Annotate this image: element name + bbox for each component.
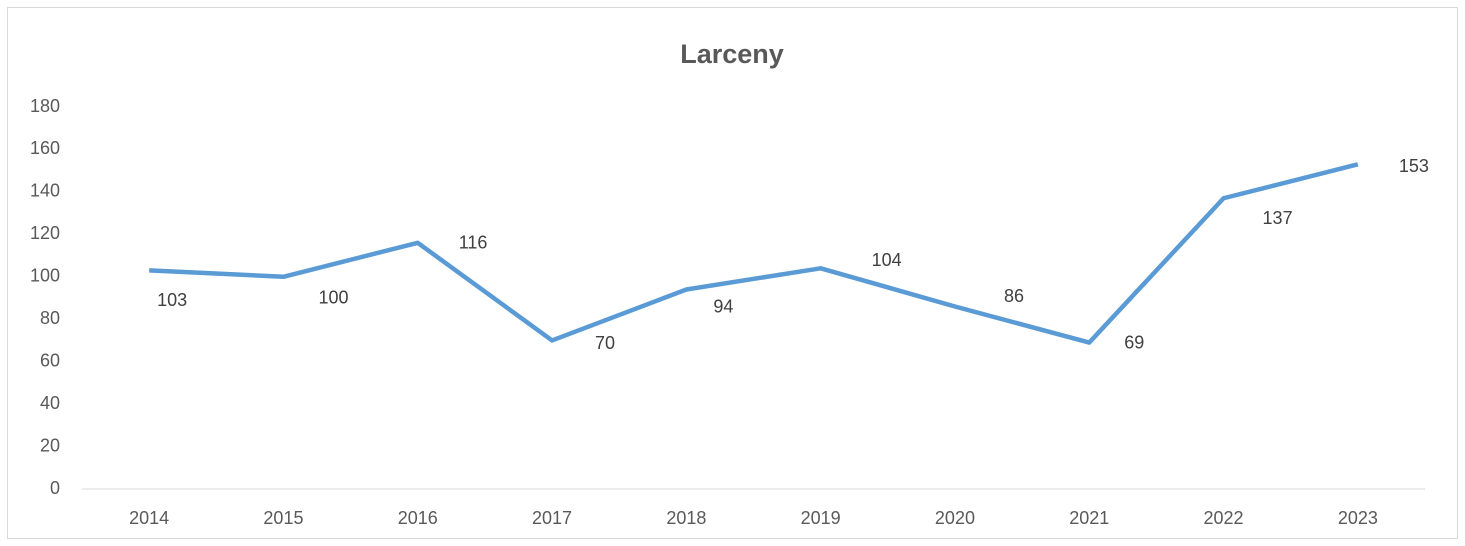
data-label: 116 bbox=[459, 233, 488, 253]
x-tick-label: 2022 bbox=[1204, 508, 1244, 528]
x-tick-label: 2016 bbox=[398, 508, 438, 528]
y-tick-label: 160 bbox=[30, 138, 60, 158]
data-label: 103 bbox=[157, 290, 187, 310]
x-tick-label: 2020 bbox=[935, 508, 975, 528]
data-label: 94 bbox=[713, 296, 733, 316]
data-label: 137 bbox=[1263, 208, 1293, 228]
x-tick-label: 2018 bbox=[666, 508, 706, 528]
x-tick-label: 2017 bbox=[532, 508, 572, 528]
line-series bbox=[149, 162, 1359, 345]
y-tick-label: 20 bbox=[40, 435, 60, 455]
y-tick-label: 40 bbox=[40, 393, 60, 413]
y-tick-label: 80 bbox=[40, 308, 60, 328]
y-tick-label: 180 bbox=[30, 96, 60, 116]
data-label: 104 bbox=[872, 250, 902, 270]
data-label: 153 bbox=[1399, 156, 1429, 176]
y-tick-label: 0 bbox=[50, 478, 60, 498]
data-label: 100 bbox=[318, 288, 348, 308]
x-tick-label: 2014 bbox=[129, 508, 169, 528]
y-tick-label: 140 bbox=[30, 181, 60, 201]
y-tick-label: 120 bbox=[30, 223, 60, 243]
y-tick-label: 60 bbox=[40, 350, 60, 370]
x-tick-label: 2019 bbox=[801, 508, 841, 528]
x-tick-label: 2021 bbox=[1069, 508, 1109, 528]
chart-title: Larceny bbox=[680, 39, 784, 69]
y-tick-label: 100 bbox=[30, 266, 60, 286]
x-tick-label: 2015 bbox=[263, 508, 303, 528]
x-tick-label: 2023 bbox=[1338, 508, 1378, 528]
data-label: 86 bbox=[1004, 286, 1024, 306]
data-label: 69 bbox=[1124, 332, 1144, 352]
data-label: 70 bbox=[595, 333, 615, 353]
